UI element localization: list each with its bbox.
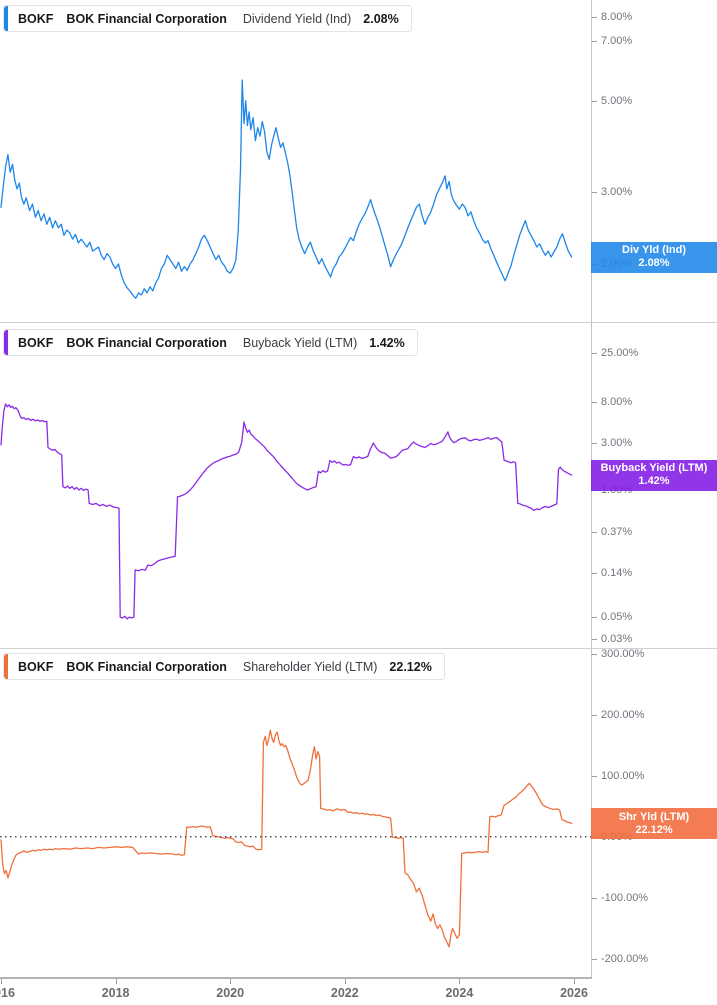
legend-ticker: BOKF bbox=[18, 11, 54, 26]
x-tick-label: 2016 bbox=[0, 986, 15, 1000]
x-tick-label: 2026 bbox=[560, 986, 588, 1000]
y-tick-mark bbox=[592, 100, 597, 102]
legend-value: 2.08% bbox=[363, 11, 399, 26]
x-tick-mark bbox=[1, 979, 2, 984]
legend-metric: Shareholder Yield (LTM) bbox=[242, 659, 378, 674]
buyback-yield-line-chart[interactable] bbox=[0, 322, 591, 648]
y-tick-label: 5.00% bbox=[601, 94, 633, 107]
x-tick-mark bbox=[344, 979, 346, 984]
badge-value: 22.12% bbox=[635, 823, 673, 836]
legend-shareholder-yield[interactable]: BOKF BOK Financial Corporation Sharehold… bbox=[3, 653, 445, 680]
y-tick-mark bbox=[592, 443, 597, 445]
y-tick-mark bbox=[592, 638, 597, 640]
y-tick-mark bbox=[592, 776, 597, 777]
legend-value: 22.12% bbox=[389, 659, 432, 674]
buyback-yield-panel: BOKF BOK Financial Corporation Buyback Y… bbox=[0, 322, 717, 648]
last-value-badge-div-yld[interactable]: Div Yld (Ind) 2.08% bbox=[591, 241, 717, 273]
x-tick-mark bbox=[230, 979, 232, 984]
panel-divider bbox=[0, 648, 717, 649]
x-tick-mark bbox=[115, 979, 117, 984]
zero-reference-line bbox=[0, 836, 591, 838]
legend-buyback-yield[interactable]: BOKF BOK Financial Corporation Buyback Y… bbox=[3, 329, 418, 356]
legend-dividend-yield[interactable]: BOKF BOK Financial Corporation Dividend … bbox=[3, 5, 412, 32]
y-tick-label: 200.00% bbox=[601, 709, 645, 721]
y-tick-mark bbox=[592, 617, 597, 619]
y-tick-label: 7.00% bbox=[601, 34, 633, 47]
y-tick-label: 0.05% bbox=[601, 611, 633, 624]
y-tick-mark bbox=[592, 573, 597, 575]
y-tick-mark bbox=[592, 401, 597, 403]
legend-ticker: BOKF bbox=[18, 335, 54, 350]
y-tick-label: 0.14% bbox=[601, 567, 633, 580]
x-axis-line bbox=[0, 977, 592, 979]
y-tick-mark bbox=[592, 353, 597, 355]
x-tick-label: 2020 bbox=[216, 986, 245, 1000]
y-tick-mark bbox=[592, 40, 597, 42]
y-tick-label: 8.00% bbox=[601, 395, 633, 408]
shareholder-yield-panel: BOKF BOK Financial Corporation Sharehold… bbox=[0, 648, 717, 978]
legend-metric: Buyback Yield (LTM) bbox=[242, 335, 358, 350]
y-tick-label: 0.03% bbox=[601, 632, 633, 645]
legend-value: 1.42% bbox=[369, 335, 405, 350]
legend-ticker: BOKF bbox=[18, 659, 54, 674]
legend-metric: Dividend Yield (Ind) bbox=[242, 11, 352, 26]
y-tick-label: 0.37% bbox=[601, 526, 633, 539]
y-tick-label: 3.00% bbox=[601, 185, 633, 198]
badge-value: 1.42% bbox=[638, 475, 670, 488]
badge-label: Div Yld (Ind) bbox=[622, 244, 686, 257]
series-color-bar bbox=[4, 6, 8, 31]
dividend-yield-panel: BOKF BOK Financial Corporation Dividend … bbox=[0, 0, 717, 322]
y-tick-label: -200.00% bbox=[601, 953, 649, 965]
panel-divider bbox=[0, 322, 717, 323]
y-tick-label: 100.00% bbox=[601, 770, 645, 782]
series-color-bar bbox=[4, 654, 8, 679]
series-color-bar bbox=[4, 330, 8, 355]
badge-value: 2.08% bbox=[638, 257, 670, 270]
x-tick-label: 2024 bbox=[445, 986, 474, 1000]
badge-label: Buyback Yield (LTM) bbox=[600, 462, 708, 475]
last-value-badge-shr-yld[interactable]: Shr Yld (LTM) 22.12% bbox=[591, 808, 717, 839]
x-tick-mark bbox=[574, 979, 575, 984]
y-tick-mark bbox=[592, 654, 597, 655]
y-tick-mark bbox=[592, 191, 597, 193]
x-tick-label: 2018 bbox=[101, 986, 130, 1000]
y-tick-label: 25.00% bbox=[601, 347, 639, 360]
x-tick-mark bbox=[459, 979, 461, 984]
shareholder-yield-line-chart[interactable] bbox=[0, 648, 591, 978]
last-value-badge-buyback-yld[interactable]: Buyback Yield (LTM) 1.42% bbox=[591, 459, 717, 491]
y-tick-mark bbox=[592, 898, 597, 899]
y-tick-label: 300.00% bbox=[601, 648, 645, 660]
legend-company: BOK Financial Corporation bbox=[66, 11, 227, 26]
y-tick-label: -100.00% bbox=[601, 892, 649, 904]
y-tick-mark bbox=[592, 17, 597, 19]
badge-label: Shr Yld (LTM) bbox=[618, 810, 690, 823]
y-tick-mark bbox=[592, 715, 597, 716]
y-tick-mark bbox=[592, 532, 597, 534]
y-tick-mark bbox=[592, 959, 597, 960]
x-tick-label: 2022 bbox=[330, 986, 359, 1000]
y-tick-label: 3.00% bbox=[601, 437, 633, 450]
legend-company: BOK Financial Corporation bbox=[66, 335, 227, 350]
y-tick-label: 8.00% bbox=[601, 11, 633, 24]
dividend-yield-line-chart[interactable] bbox=[0, 0, 591, 322]
legend-company: BOK Financial Corporation bbox=[66, 659, 227, 674]
